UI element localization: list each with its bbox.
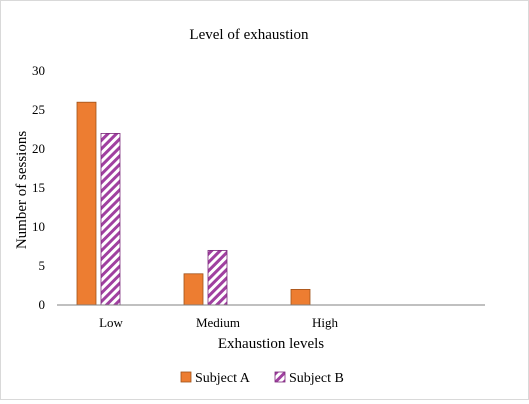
legend-swatch-subject-b [274, 371, 286, 383]
y-tick-label: 20 [32, 141, 45, 156]
y-tick-label: 15 [32, 180, 45, 195]
chart-title: Level of exhaustion [189, 27, 309, 43]
legend-label-subject-b: Subject B [289, 371, 344, 386]
bar-subject-b-low [100, 132, 121, 306]
legend-label-subject-a: Subject A [195, 371, 251, 386]
bar-subject-a-low [76, 101, 97, 306]
x-axis-label: Exhaustion levels [218, 336, 324, 352]
bar-subject-b-medium [207, 249, 228, 306]
bar-subject-a-high [290, 288, 311, 306]
x-tick-label: Medium [196, 315, 240, 330]
x-tick-label: High [312, 315, 339, 330]
y-tick-label: 5 [39, 258, 46, 273]
y-tick-label: 25 [32, 102, 45, 117]
bar-subject-a-medium [183, 273, 204, 306]
legend: Subject A Subject B [180, 371, 344, 386]
y-tick-label: 10 [32, 219, 45, 234]
y-axis-label: Number of sessions [14, 131, 30, 249]
bar-series [76, 101, 311, 306]
y-tick-label: 30 [32, 63, 45, 78]
y-tick-label: 0 [39, 297, 46, 312]
y-axis-ticks: 0 5 10 15 20 25 30 [32, 63, 45, 312]
legend-swatch-subject-a [180, 371, 192, 383]
x-axis-ticks: Low Medium High [99, 315, 338, 330]
x-tick-label: Low [99, 315, 123, 330]
